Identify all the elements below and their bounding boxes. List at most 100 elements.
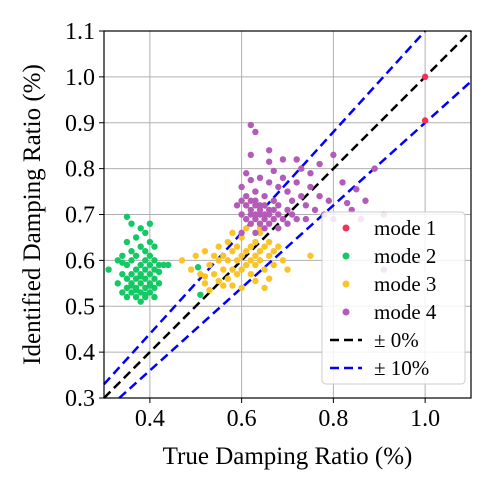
data-point [137, 243, 144, 250]
data-point [132, 293, 140, 301]
data-point [261, 266, 268, 273]
data-point [339, 179, 346, 186]
data-point [224, 238, 232, 246]
data-point [247, 220, 254, 227]
data-point [128, 257, 135, 264]
data-point [132, 234, 140, 241]
data-point [265, 158, 273, 165]
data-point [256, 248, 264, 255]
data-point [261, 284, 268, 292]
data-point [256, 257, 264, 264]
data-point [265, 275, 273, 282]
legend-label: mode 1 [374, 216, 436, 240]
legend-marker [342, 224, 350, 232]
data-point [229, 229, 236, 237]
data-point [247, 151, 254, 159]
data-point [233, 270, 241, 278]
data-point [265, 252, 273, 259]
data-point [229, 248, 236, 255]
data-point [243, 261, 250, 269]
y-tick-label: 0.5 [65, 294, 95, 320]
x-tick-label: 0.6 [227, 406, 257, 432]
data-point [247, 211, 254, 218]
data-point [256, 174, 264, 181]
data-point [293, 215, 300, 223]
data-point [247, 257, 254, 264]
data-point [256, 225, 264, 232]
data-point [279, 215, 287, 223]
data-point [284, 188, 291, 195]
data-point [261, 202, 268, 209]
data-point [243, 225, 250, 232]
data-point [146, 282, 154, 289]
data-point [284, 206, 291, 214]
data-point [160, 261, 167, 269]
data-point [261, 211, 268, 218]
data-point [261, 243, 268, 250]
data-point [270, 167, 277, 175]
legend-box [321, 211, 466, 385]
data-point [270, 215, 277, 223]
data-point [238, 211, 245, 218]
data-point [215, 243, 222, 250]
data-point [123, 213, 131, 220]
data-point [146, 261, 154, 269]
data-point [137, 261, 144, 269]
data-point [252, 238, 259, 246]
data-point [243, 170, 250, 177]
data-point [243, 202, 250, 209]
data-point [256, 211, 264, 218]
data-point [275, 211, 282, 218]
data-point [265, 179, 273, 186]
data-point [316, 160, 323, 168]
data-point [298, 192, 305, 200]
data-point [252, 128, 259, 136]
data-point [252, 188, 259, 195]
data-point [238, 183, 245, 191]
data-point [247, 270, 254, 278]
data-point [224, 257, 232, 264]
data-point [151, 243, 158, 250]
data-point [146, 252, 154, 259]
y-axis-label: Identified Damping Ratio (%) [19, 64, 46, 365]
data-point [247, 176, 254, 184]
data-point [229, 266, 236, 273]
data-point [142, 257, 149, 264]
legend-label: mode 4 [374, 300, 437, 324]
data-point [165, 261, 172, 269]
data-point [330, 151, 337, 159]
data-point [197, 291, 204, 298]
data-point [252, 215, 259, 223]
data-point [421, 73, 429, 81]
data-point [279, 257, 287, 264]
data-point [187, 266, 195, 273]
data-point [302, 215, 310, 223]
reference-line [103, 30, 472, 399]
data-point [142, 229, 149, 237]
data-point [307, 252, 314, 259]
data-point [229, 282, 236, 289]
data-point [316, 192, 323, 200]
data-point [114, 280, 121, 287]
data-point [238, 266, 245, 273]
data-point [178, 257, 186, 264]
y-tick-label: 0.7 [65, 203, 95, 229]
data-point [206, 286, 213, 294]
data-point [311, 206, 319, 214]
legend-marker [342, 280, 350, 288]
y-tick-label: 0.6 [65, 248, 95, 274]
data-point [155, 280, 163, 287]
y-tick-label: 0.3 [65, 386, 95, 412]
data-point [128, 282, 135, 289]
data-point [243, 248, 250, 255]
data-point [275, 183, 282, 191]
data-point [256, 229, 264, 237]
data-point [128, 220, 135, 227]
legend-marker [342, 252, 350, 260]
data-point [137, 298, 144, 305]
data-point [293, 179, 300, 186]
data-point [123, 238, 131, 246]
data-point [275, 225, 282, 232]
data-point [371, 165, 378, 172]
data-point [215, 277, 222, 285]
